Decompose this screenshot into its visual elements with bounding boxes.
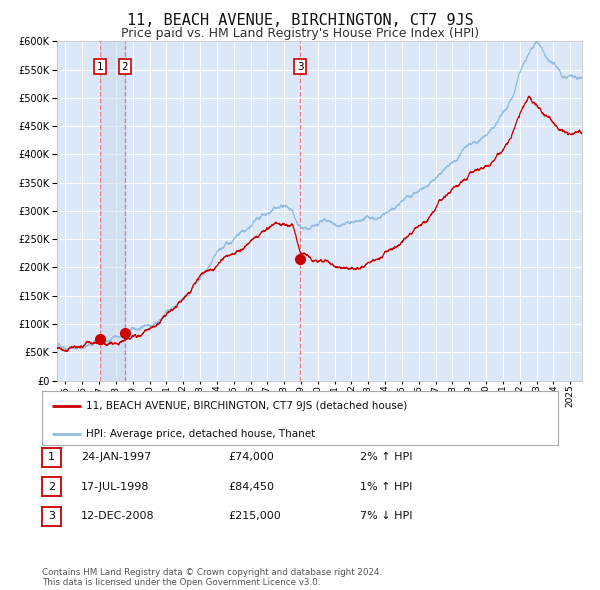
Text: 1% ↑ HPI: 1% ↑ HPI <box>360 482 412 491</box>
Bar <box>100 41 125 381</box>
Text: 7% ↓ HPI: 7% ↓ HPI <box>360 512 413 521</box>
Text: 11, BEACH AVENUE, BIRCHINGTON, CT7 9JS: 11, BEACH AVENUE, BIRCHINGTON, CT7 9JS <box>127 13 473 28</box>
Text: 11, BEACH AVENUE, BIRCHINGTON, CT7 9JS (detached house): 11, BEACH AVENUE, BIRCHINGTON, CT7 9JS (… <box>86 401 407 411</box>
Text: Contains HM Land Registry data © Crown copyright and database right 2024.
This d: Contains HM Land Registry data © Crown c… <box>42 568 382 587</box>
Text: 3: 3 <box>48 512 55 521</box>
Text: 17-JUL-1998: 17-JUL-1998 <box>81 482 149 491</box>
Text: 2% ↑ HPI: 2% ↑ HPI <box>360 453 413 462</box>
Text: £215,000: £215,000 <box>228 512 281 521</box>
Text: 1: 1 <box>48 453 55 462</box>
Text: £84,450: £84,450 <box>228 482 274 491</box>
Text: HPI: Average price, detached house, Thanet: HPI: Average price, detached house, Than… <box>86 428 315 438</box>
Text: Price paid vs. HM Land Registry's House Price Index (HPI): Price paid vs. HM Land Registry's House … <box>121 27 479 40</box>
Text: 2: 2 <box>48 482 55 491</box>
Text: 12-DEC-2008: 12-DEC-2008 <box>81 512 155 521</box>
Text: 24-JAN-1997: 24-JAN-1997 <box>81 453 151 462</box>
Text: 3: 3 <box>297 62 304 72</box>
Text: 2: 2 <box>122 62 128 72</box>
Text: £74,000: £74,000 <box>228 453 274 462</box>
Text: 1: 1 <box>97 62 104 72</box>
